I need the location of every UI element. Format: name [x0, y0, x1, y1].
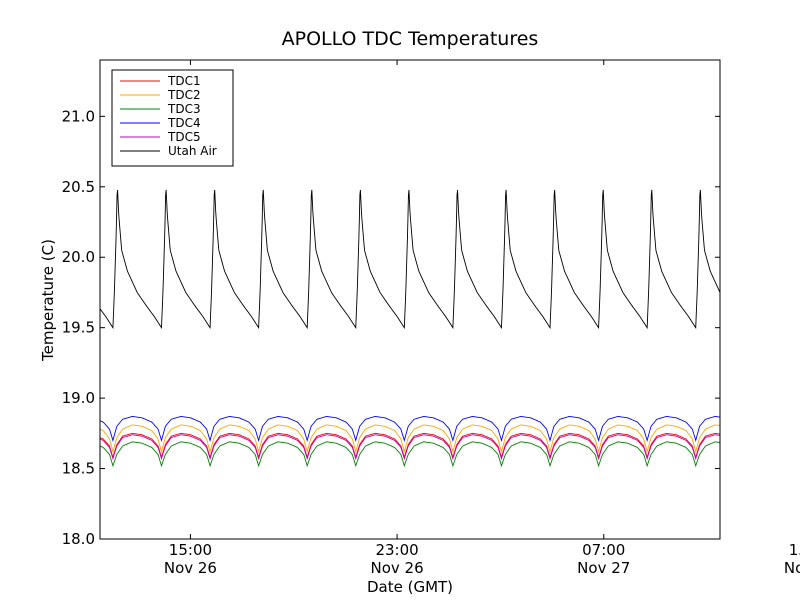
- x-tick-date-label: Nov 27: [784, 559, 800, 577]
- y-tick-label: 19.0: [62, 389, 95, 407]
- legend-label: TDC2: [167, 88, 201, 102]
- y-tick-label: 20.0: [62, 248, 95, 266]
- x-tick-time-label: 15:00: [169, 541, 212, 559]
- y-tick-label: 18.5: [62, 460, 95, 478]
- x-tick-date-label: Nov 26: [164, 559, 217, 577]
- legend-label: TDC1: [167, 74, 201, 88]
- y-tick-label: 18.0: [62, 530, 95, 548]
- y-tick-label: 21.0: [62, 107, 95, 125]
- x-tick-time-label: 15:00: [789, 541, 800, 559]
- plot-frame: [99, 59, 721, 540]
- legend-label: TDC3: [167, 102, 201, 116]
- series-line-tdc5: [99, 434, 721, 461]
- y-tick-label: 19.5: [62, 319, 95, 337]
- series-line-tdc4: [99, 416, 721, 443]
- legend-box: [111, 69, 234, 167]
- legend-label: TDC5: [167, 130, 201, 144]
- x-tick-date-label: Nov 27: [577, 559, 630, 577]
- series-line-tdc2: [99, 424, 721, 454]
- x-tick-time-label: 07:00: [582, 541, 625, 559]
- x-tick-time-label: 23:00: [375, 541, 418, 559]
- y-axis-label: Temperature (C): [39, 239, 57, 362]
- x-tick-date-label: Nov 26: [371, 559, 424, 577]
- legend-label: TDC4: [167, 116, 201, 130]
- x-axis-label: Date (GMT): [367, 578, 453, 596]
- series-line-utah-air: [99, 189, 721, 330]
- series-line-tdc3: [99, 441, 721, 468]
- y-tick-label: 20.5: [62, 178, 95, 196]
- series-line-tdc1: [99, 432, 721, 459]
- series-layer: [99, 189, 721, 468]
- legend-label: Utah Air: [168, 144, 217, 158]
- chart-title: APOLLO TDC Temperatures: [282, 28, 539, 50]
